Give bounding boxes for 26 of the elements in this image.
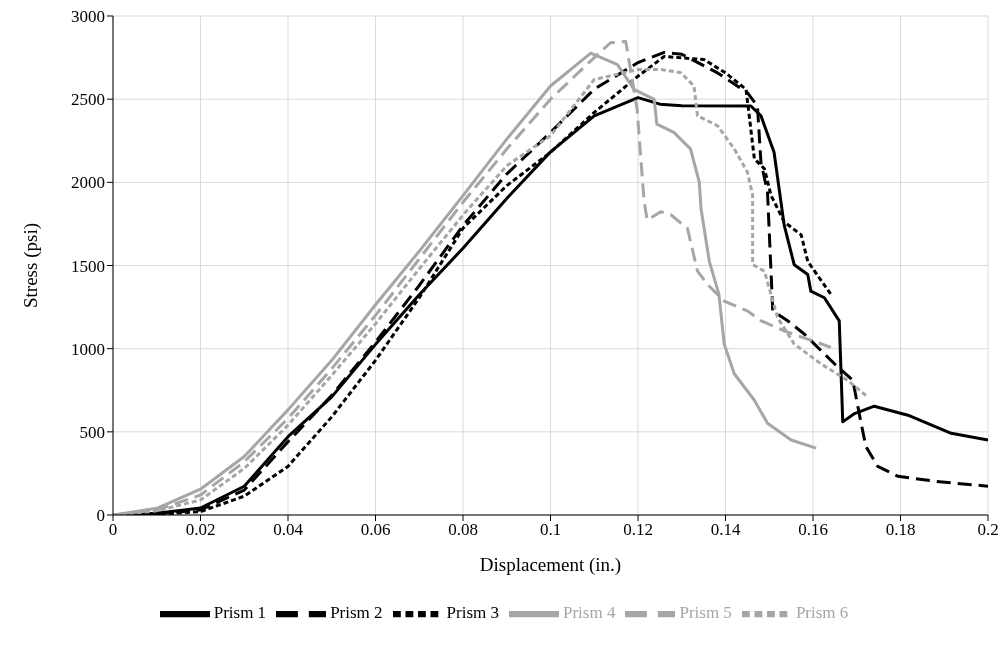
legend-label: Prism 4 bbox=[563, 602, 616, 622]
y-axis-title: Stress (psi) bbox=[19, 223, 42, 308]
y-tick-label: 500 bbox=[79, 422, 105, 442]
x-tick-label: 0.1 bbox=[539, 520, 562, 540]
legend-label: Prism 6 bbox=[795, 602, 849, 622]
legend-label: Prism 1 bbox=[213, 602, 267, 622]
x-tick-label: 0.2 bbox=[977, 520, 999, 540]
x-tick-label: 0.18 bbox=[885, 520, 916, 540]
y-tick-label: 2000 bbox=[71, 173, 105, 193]
x-tick-label: 0.08 bbox=[448, 520, 478, 540]
x-tick-label: 0.06 bbox=[360, 520, 391, 540]
x-tick-label: 0.12 bbox=[623, 520, 653, 540]
x-tick-label: 0.14 bbox=[710, 520, 741, 540]
x-axis-title: Displacement (in.) bbox=[479, 554, 622, 576]
x-tick-label: 0.02 bbox=[185, 520, 216, 540]
legend-label: Prism 5 bbox=[679, 602, 732, 622]
x-tick-label: 0.04 bbox=[273, 520, 304, 540]
y-tick-label: 1000 bbox=[71, 339, 105, 359]
legend-label: Prism 2 bbox=[330, 602, 383, 622]
y-tick-label: 1500 bbox=[71, 256, 105, 276]
x-tick-label: 0.16 bbox=[798, 520, 828, 540]
x-tick-label: 0 bbox=[108, 520, 118, 540]
y-tick-label: 3000 bbox=[71, 7, 105, 27]
y-tick-label: 2500 bbox=[71, 90, 105, 110]
y-tick-label: 0 bbox=[96, 506, 105, 526]
legend-label: Prism 3 bbox=[446, 602, 499, 622]
